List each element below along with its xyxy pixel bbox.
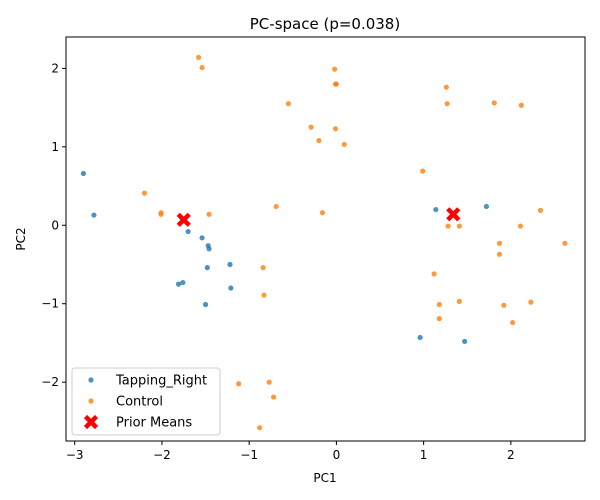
control-point <box>257 425 263 431</box>
control-point <box>443 84 449 90</box>
control-point <box>316 137 322 144</box>
tapping-right-point <box>483 203 490 210</box>
control-point <box>491 100 497 106</box>
tapping-right-point <box>180 279 186 286</box>
tapping-right-point <box>228 285 234 291</box>
control-point <box>496 251 503 257</box>
control-point <box>510 319 516 326</box>
legend-label-prior-means: Prior Means <box>116 416 192 431</box>
tapping-right-point <box>175 281 182 287</box>
control-point <box>308 124 314 130</box>
control-point <box>562 240 568 246</box>
x-tick-label: −3 <box>66 448 84 462</box>
control-point <box>537 207 544 213</box>
control-point <box>518 102 524 108</box>
y-axis-label: PC2 <box>14 227 28 250</box>
control-point <box>195 54 202 60</box>
y-tick-label: 2 <box>51 61 59 75</box>
x-tick-label: −1 <box>240 448 258 462</box>
tapping-right-point <box>462 338 468 344</box>
control-point <box>332 126 339 132</box>
plot-frame <box>65 36 586 442</box>
control-point <box>341 141 347 148</box>
control-point <box>333 81 340 87</box>
control-point <box>436 301 442 308</box>
legend-marker-control <box>88 398 94 404</box>
x-axis: −3 −2 −1 0 1 2 <box>66 441 515 462</box>
control-point <box>436 316 442 322</box>
legend-marker-prior-means <box>83 414 99 430</box>
legend-marker-tapping-right <box>88 377 94 383</box>
y-tick-label: −2 <box>41 375 59 389</box>
prior-means-marker <box>176 212 191 227</box>
chart-title: PC-space (p=0.038) <box>250 15 400 33</box>
control-point <box>266 379 272 385</box>
control-point <box>199 64 205 71</box>
control-point <box>517 223 524 229</box>
tapping-right-point <box>433 206 439 213</box>
x-tick-label: 1 <box>420 448 428 462</box>
control-point <box>445 223 451 229</box>
control-point <box>496 240 503 246</box>
y-tick-label: 0 <box>51 218 59 232</box>
control-point <box>501 302 507 308</box>
legend-label-control: Control <box>116 395 163 410</box>
legend: Tapping_Right Control Prior Means <box>71 367 221 436</box>
tapping-right-point <box>417 334 423 341</box>
control-point <box>456 298 462 304</box>
y-tick-label: −1 <box>41 297 59 311</box>
control-point <box>158 211 164 217</box>
tapping-right-point <box>185 228 191 235</box>
tapping-right-point <box>227 261 233 268</box>
data-points <box>80 54 568 431</box>
control-point <box>431 271 437 277</box>
x-tick-label: 0 <box>333 448 341 462</box>
control-point <box>236 381 242 387</box>
legend-frame <box>71 367 221 436</box>
tapping-right-point <box>206 246 212 252</box>
control-point <box>273 203 279 210</box>
x-tick-label: 2 <box>507 448 515 462</box>
tapping-right-point <box>199 235 205 241</box>
tapping-right-point <box>80 170 87 177</box>
tapping-right-point <box>91 212 97 218</box>
control-point <box>206 211 212 217</box>
x-tick-label: −2 <box>153 448 171 462</box>
tapping-right-point <box>202 301 209 308</box>
control-point <box>420 168 426 174</box>
control-point <box>260 265 266 271</box>
y-tick-label: 1 <box>51 140 59 154</box>
legend-label-tapping-right: Tapping_Right <box>115 374 207 389</box>
tapping-right-point <box>204 265 210 271</box>
x-axis-label: PC1 <box>313 471 336 485</box>
control-point <box>141 190 148 196</box>
control-point <box>319 210 326 216</box>
control-point <box>456 223 462 229</box>
prior-means-marker <box>446 207 461 222</box>
control-point <box>261 292 267 298</box>
control-point <box>285 101 292 107</box>
control-point <box>444 101 450 107</box>
control-point <box>332 66 338 72</box>
y-axis: −2 −1 0 1 2 <box>41 61 66 389</box>
control-point <box>528 299 534 305</box>
control-point <box>271 394 277 400</box>
